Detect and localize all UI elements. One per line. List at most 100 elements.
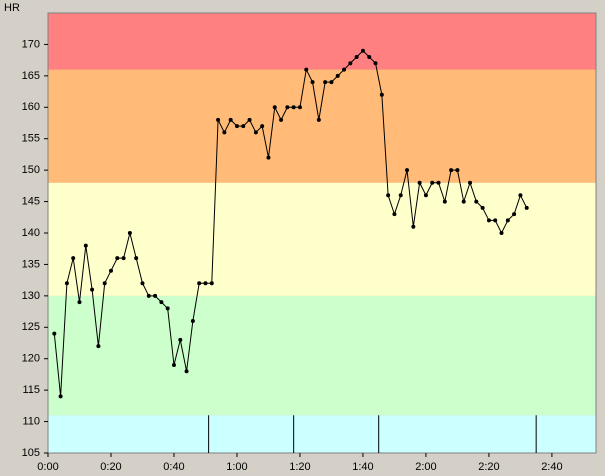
y-tick-label: 150 xyxy=(22,164,40,176)
hr-point xyxy=(480,205,485,210)
y-tick-label: 160 xyxy=(22,101,40,113)
x-tick-label: 0:00 xyxy=(37,461,58,473)
hr-point xyxy=(392,212,397,217)
hr-point xyxy=(234,124,239,129)
x-tick-label: 2:00 xyxy=(415,461,436,473)
hr-point xyxy=(247,117,252,122)
hr-point xyxy=(121,256,126,261)
x-tick-label: 0:20 xyxy=(100,461,121,473)
hr-point xyxy=(474,199,479,204)
hr-point xyxy=(417,180,422,185)
hr-point xyxy=(518,193,523,198)
hr-point xyxy=(505,218,510,223)
hr-point xyxy=(52,331,57,336)
y-tick-label: 115 xyxy=(22,384,40,396)
hr-point xyxy=(354,55,359,59)
hr-point xyxy=(405,168,410,173)
hr-point xyxy=(297,105,302,110)
hr-point xyxy=(203,281,208,286)
hr-point xyxy=(398,193,403,198)
hr-point xyxy=(310,80,315,85)
hr-point xyxy=(260,124,265,129)
hr-zone xyxy=(48,415,596,453)
hr-point xyxy=(83,243,88,248)
hr-point xyxy=(430,180,435,185)
hr-point xyxy=(486,218,491,223)
hr-point xyxy=(291,105,296,110)
y-tick-label: 110 xyxy=(22,415,40,427)
hr-point xyxy=(197,281,202,286)
hr-point xyxy=(165,306,170,311)
hr-point xyxy=(335,73,340,78)
hr-point xyxy=(329,80,334,85)
x-tick-label: 1:20 xyxy=(289,461,310,473)
y-tick-label: 120 xyxy=(22,353,40,365)
hr-point xyxy=(228,117,233,122)
y-tick-label: 140 xyxy=(22,227,40,239)
hr-point xyxy=(266,155,271,160)
hr-point xyxy=(455,168,460,173)
hr-zone xyxy=(48,69,596,183)
hr-point xyxy=(442,199,447,204)
hr-zone xyxy=(48,182,596,296)
y-tick-label: 130 xyxy=(22,290,40,302)
hr-point xyxy=(178,337,183,342)
hr-point xyxy=(153,293,158,298)
hr-point xyxy=(184,369,189,374)
hr-point xyxy=(342,67,347,72)
y-tick-label: 155 xyxy=(22,133,40,145)
x-tick-label: 1:40 xyxy=(352,461,373,473)
hr-point xyxy=(140,281,145,286)
hr-point xyxy=(323,80,328,85)
hr-point xyxy=(272,105,277,110)
hr-point xyxy=(64,281,69,286)
hr-point xyxy=(386,193,391,198)
hr-point xyxy=(524,205,529,210)
hr-point xyxy=(90,287,95,292)
y-tick-label: 165 xyxy=(22,70,40,82)
hr-point xyxy=(127,231,132,235)
hr-zone xyxy=(48,13,596,70)
hr-point xyxy=(304,67,309,72)
hr-point xyxy=(279,117,284,122)
hr-point xyxy=(159,300,164,305)
hr-point xyxy=(360,48,365,53)
hr-point xyxy=(108,268,113,273)
hr-point xyxy=(222,130,227,135)
hr-point xyxy=(348,61,353,66)
x-tick-label: 2:40 xyxy=(541,461,562,473)
hr-point xyxy=(146,293,151,298)
hr-point xyxy=(436,180,441,185)
hr-point xyxy=(171,363,176,367)
hr-zone xyxy=(48,295,596,416)
y-axis-label: HR xyxy=(4,2,20,14)
hr-point xyxy=(216,117,221,122)
hr-point xyxy=(493,218,498,223)
hr-point xyxy=(253,130,258,135)
hr-point xyxy=(373,61,378,66)
hr-point xyxy=(96,344,101,349)
x-tick-label: 2:20 xyxy=(478,461,499,473)
hr-point xyxy=(190,319,195,323)
x-tick-label: 0:40 xyxy=(163,461,184,473)
y-tick-label: 135 xyxy=(22,258,40,270)
hr-point xyxy=(379,92,384,97)
hr-point xyxy=(499,231,504,235)
hr-point xyxy=(449,168,454,173)
hr-point xyxy=(461,199,466,204)
hr-point xyxy=(512,212,517,217)
hr-point xyxy=(411,224,416,229)
y-tick-label: 145 xyxy=(22,195,40,207)
hr-point xyxy=(209,281,214,286)
hr-point xyxy=(58,394,63,399)
hr-point xyxy=(134,256,139,261)
hr-point xyxy=(102,281,107,286)
hr-point xyxy=(115,256,120,261)
hr-point xyxy=(423,193,428,198)
hr-point xyxy=(77,300,82,305)
x-tick-label: 1:00 xyxy=(226,461,247,473)
hr-point xyxy=(71,256,76,261)
hr-point xyxy=(468,180,473,185)
hr-point xyxy=(285,105,290,110)
